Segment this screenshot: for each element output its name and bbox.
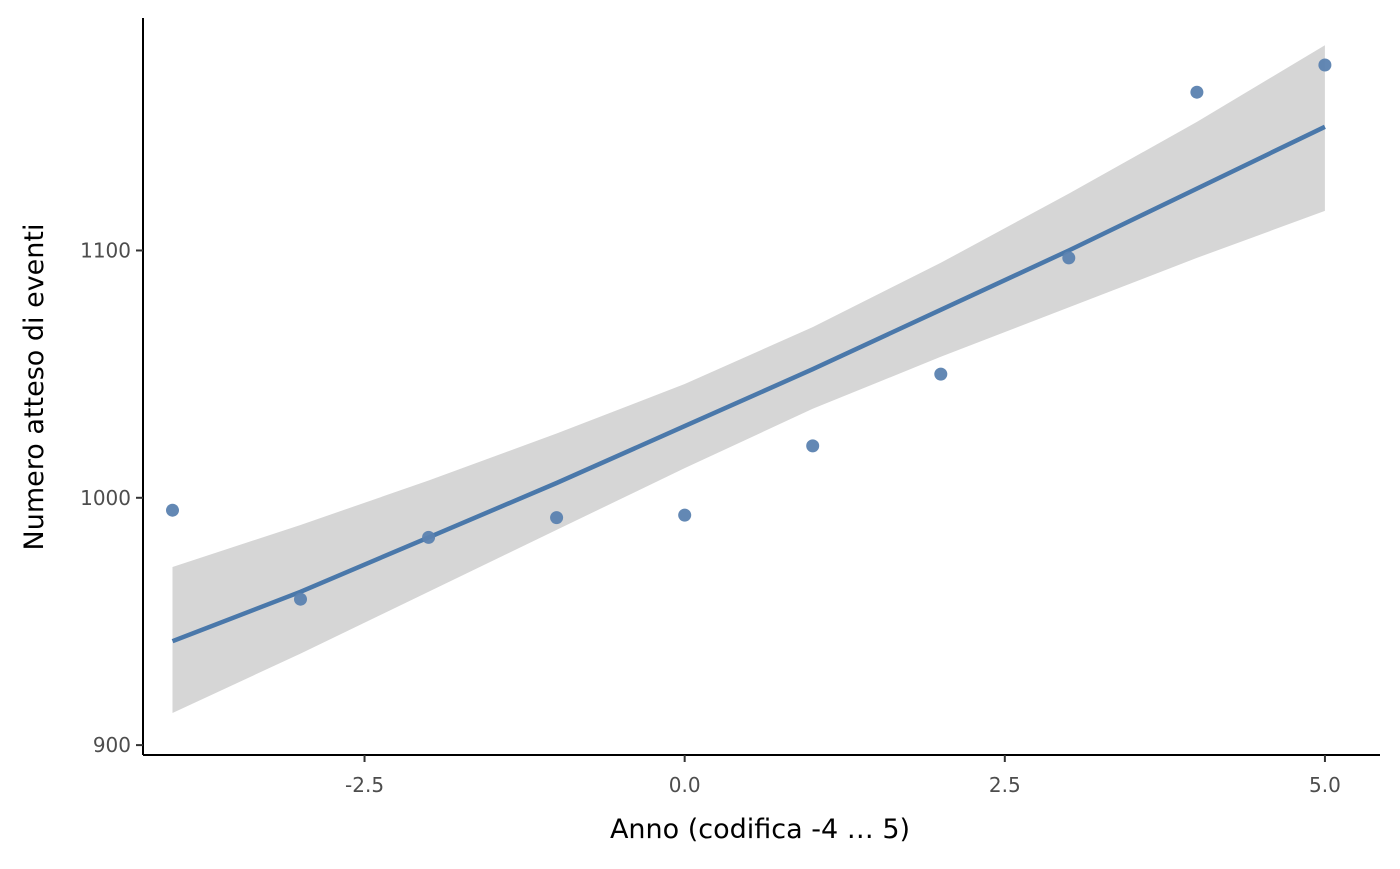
data-point	[294, 592, 307, 606]
data-point	[550, 511, 564, 525]
x-tick-label: 2.5	[989, 773, 1021, 797]
data-point	[806, 439, 820, 453]
data-point	[1062, 251, 1076, 265]
x-axis-title: Anno (codifica -4 … 5)	[610, 814, 910, 845]
fit-line	[171, 124, 1326, 644]
confidence-band	[172, 45, 1325, 713]
x-tick-label: 5.0	[1309, 773, 1341, 797]
data-point	[166, 503, 179, 517]
axes: -2.5 0.0 2.5 5.0 900 1000 1100	[80, 18, 1380, 797]
data-point	[1318, 58, 1332, 72]
y-tick-label: 1000	[80, 486, 131, 510]
data-point	[678, 508, 692, 522]
confidence-band-layer	[172, 45, 1325, 713]
x-tick-label: 0.0	[669, 773, 701, 797]
data-points-layer	[166, 58, 1332, 606]
y-tick-label: 900	[93, 733, 131, 757]
y-axis-title: Numero atteso di eventi	[19, 224, 50, 551]
x-tick-label: -2.5	[345, 773, 384, 797]
y-tick-label: 1100	[80, 238, 131, 262]
data-point	[422, 530, 436, 544]
fit-line-layer	[171, 124, 1326, 644]
data-point	[1190, 85, 1204, 99]
data-point	[934, 367, 948, 381]
